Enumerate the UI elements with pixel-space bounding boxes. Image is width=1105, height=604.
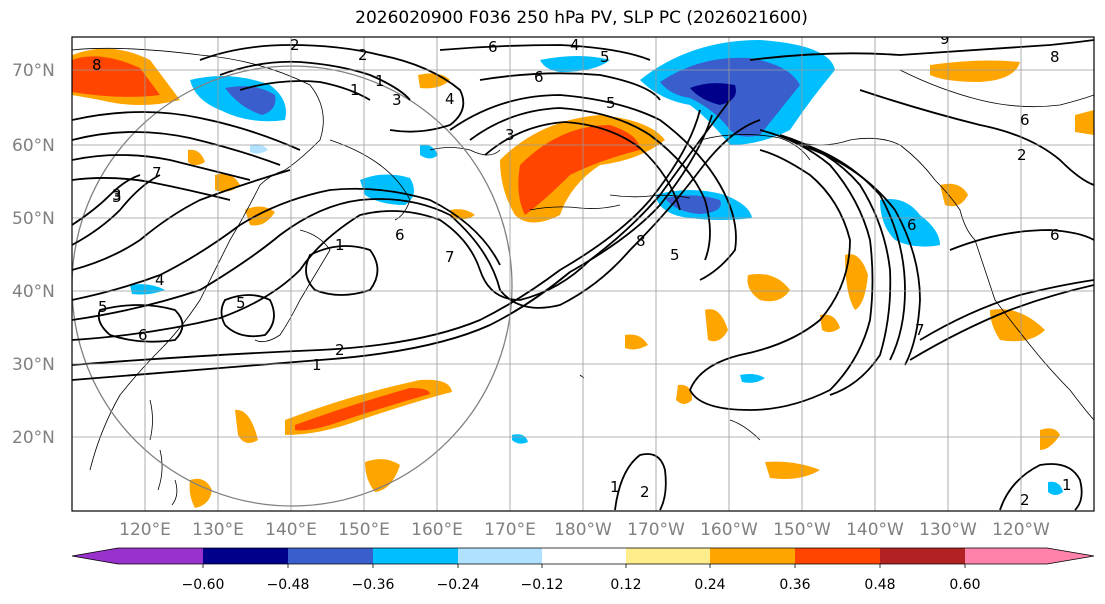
colorbar-segment bbox=[626, 548, 710, 564]
lon-label: 170°W bbox=[627, 520, 685, 540]
contour-label: 2 bbox=[1017, 146, 1027, 164]
lon-label: 160°W bbox=[700, 520, 758, 540]
contour-label: 1 bbox=[350, 81, 360, 99]
contour-label: 2 bbox=[290, 36, 300, 54]
lon-label: 160°E bbox=[411, 520, 463, 540]
contour-label: 1 bbox=[335, 236, 345, 254]
colorbar-extend-high bbox=[1047, 548, 1094, 564]
colorbar-tick-label: −0.48 bbox=[267, 577, 310, 593]
colorbar-segment bbox=[118, 548, 203, 564]
colorbar-segment bbox=[710, 548, 795, 564]
lat-label: 50°N bbox=[12, 209, 55, 229]
latitude-labels: 70°N 60°N 50°N 40°N 30°N 20°N bbox=[12, 61, 55, 448]
lon-label: 130°E bbox=[192, 520, 244, 540]
chart-title: 2026020900 F036 250 hPa PV, SLP PC (2026… bbox=[355, 8, 808, 28]
contour-label: 5 bbox=[606, 94, 616, 112]
contour-label: 6 bbox=[1020, 111, 1030, 129]
colorbar-tick-label: 0.36 bbox=[779, 577, 810, 593]
colorbar-tick-label: −0.24 bbox=[437, 577, 480, 593]
lat-label: 70°N bbox=[12, 61, 55, 81]
contour-label: 4 bbox=[155, 271, 165, 289]
colorbar-segment bbox=[288, 548, 373, 564]
contour-label: 5 bbox=[600, 48, 610, 66]
colorbar-extend-low bbox=[72, 548, 118, 564]
longitude-labels: 120°E 130°E 140°E 150°E 160°E 170°E 180°… bbox=[119, 520, 1050, 540]
lon-label: 170°E bbox=[484, 520, 536, 540]
colorbar-segment bbox=[795, 548, 880, 564]
lon-label: 130°W bbox=[919, 520, 977, 540]
map-frame bbox=[71, 36, 1095, 512]
colorbar-segment bbox=[965, 548, 1047, 564]
colorbar-segment bbox=[880, 548, 965, 564]
contour-label: 3 bbox=[112, 186, 122, 204]
contour-label: 2 bbox=[1020, 491, 1030, 509]
contour-label: 1 bbox=[610, 478, 620, 496]
contour-label: 9 bbox=[940, 30, 950, 48]
colorbar-segment bbox=[542, 548, 626, 564]
contour-label: 4 bbox=[570, 36, 580, 54]
colorbar-tick-label: 0.48 bbox=[864, 577, 895, 593]
contour-label: 2 bbox=[335, 341, 345, 359]
lat-label: 20°N bbox=[12, 428, 55, 448]
lon-label: 120°E bbox=[119, 520, 171, 540]
contour-label-group: 1 2 3 4 5 6 7 8 1 1 2 3 4 5 5 6 6 7 8 9 … bbox=[92, 30, 1072, 509]
contour-label: 8 bbox=[92, 56, 102, 74]
colorbar-tick-label: −0.12 bbox=[521, 577, 564, 593]
contour-label: 1 bbox=[1062, 476, 1072, 494]
colorbar-ticks bbox=[202, 564, 966, 568]
contour-label: 3 bbox=[112, 188, 122, 206]
contour-label: 6 bbox=[488, 38, 498, 56]
lon-label: 140°W bbox=[846, 520, 904, 540]
contour-label: 7 bbox=[152, 164, 162, 182]
lon-label: 150°W bbox=[773, 520, 831, 540]
contour-label: 4 bbox=[445, 90, 455, 108]
colorbar-segment bbox=[203, 548, 288, 564]
colorbar-tick-label: −0.36 bbox=[352, 577, 395, 593]
contour-label: 6 bbox=[395, 226, 405, 244]
contour-label: 6 bbox=[534, 68, 544, 86]
lon-label: 150°E bbox=[338, 520, 390, 540]
colorbar-tick-label: 0.60 bbox=[949, 577, 980, 593]
gridlines bbox=[72, 37, 1094, 511]
contour-label: 6 bbox=[907, 216, 917, 234]
lon-label: 180°W bbox=[554, 520, 612, 540]
colorbar-tick-label: 0.24 bbox=[694, 577, 725, 593]
contour-label: 5 bbox=[98, 298, 108, 316]
contour-label: 3 bbox=[505, 126, 515, 144]
contour-label: 2 bbox=[640, 483, 650, 501]
contour-label: 8 bbox=[636, 232, 646, 250]
colorbar-tick-label: −0.60 bbox=[182, 577, 225, 593]
contour-label: 8 bbox=[1050, 48, 1060, 66]
contour-label: 5 bbox=[670, 246, 680, 264]
contour-label: 5 bbox=[236, 294, 246, 312]
contour-label: 6 bbox=[138, 326, 148, 344]
contour-label: 6 bbox=[1050, 226, 1060, 244]
contour-label: 3 bbox=[392, 91, 402, 109]
contour-lines bbox=[72, 39, 1094, 511]
contour-label: 7 bbox=[445, 248, 455, 266]
colorbar-segment bbox=[373, 548, 458, 564]
pv-positive-shading bbox=[72, 48, 1094, 508]
contour-label: 7 bbox=[915, 321, 925, 339]
contour-label: 2 bbox=[358, 46, 368, 64]
contour-label: 1 bbox=[312, 356, 322, 374]
lat-label: 30°N bbox=[12, 355, 55, 375]
lat-label: 60°N bbox=[12, 136, 55, 156]
lat-label: 40°N bbox=[12, 282, 55, 302]
colorbar: −0.60 −0.48 −0.36 −0.24 −0.12 0.12 0.24 … bbox=[71, 547, 1095, 593]
contour-label: 1 bbox=[375, 72, 385, 90]
pv-negative-shading bbox=[130, 40, 1063, 495]
region-circle bbox=[72, 65, 513, 507]
colorbar-segment bbox=[458, 548, 542, 564]
colorbar-tick-label: 0.12 bbox=[610, 577, 641, 593]
lon-label: 120°W bbox=[992, 520, 1050, 540]
lon-label: 140°E bbox=[265, 520, 317, 540]
